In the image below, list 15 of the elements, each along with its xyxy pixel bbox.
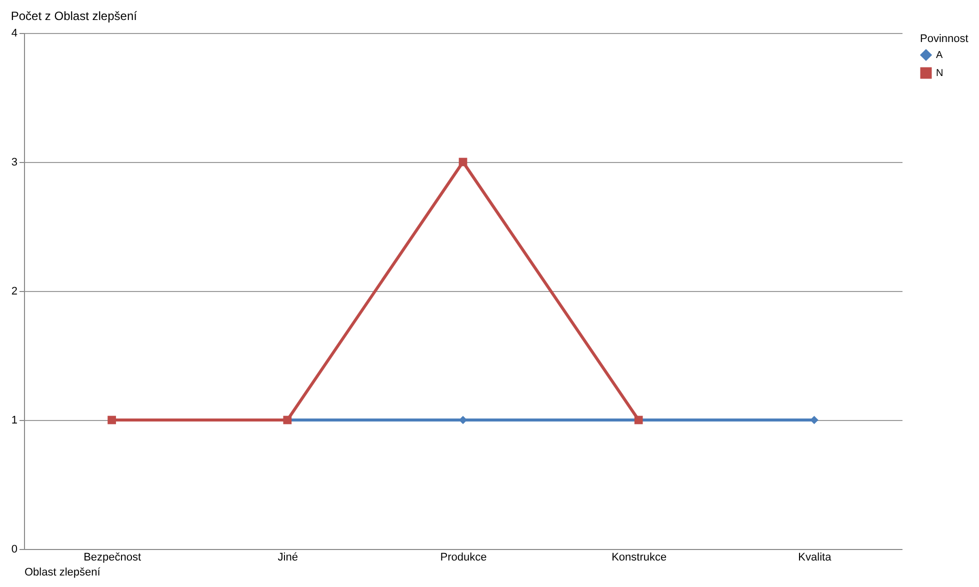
x-tick-label: Produkce (440, 552, 487, 564)
x-tick-label: Bezpečnost (84, 552, 142, 564)
y-tick-label: 0 (11, 544, 18, 556)
legend-label: N (936, 68, 944, 79)
y-tick-label: 3 (11, 156, 18, 168)
y-tick-label: 1 (11, 414, 18, 426)
x-axis-title: Oblast zlepšení (24, 566, 102, 578)
x-tick-label: Konstrukce (612, 552, 667, 564)
x-tick-label: Jiné (278, 552, 298, 564)
y-tick-label: 2 (11, 286, 18, 298)
x-tick-label: Kvalita (798, 552, 832, 564)
y-tick-label: 4 (11, 28, 18, 40)
legend-label: A (936, 50, 943, 61)
legend-title: Povinnost (920, 33, 968, 45)
chart-title: Počet z Oblast zlepšení (10, 9, 138, 23)
